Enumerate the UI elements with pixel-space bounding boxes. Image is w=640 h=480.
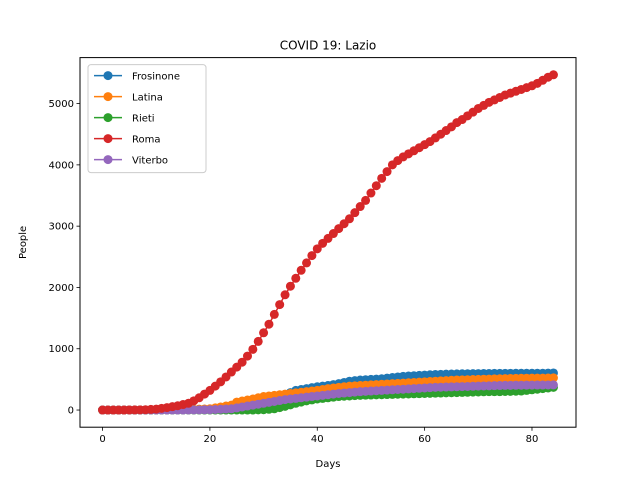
data-point [248,344,258,354]
y-tick-label: 1000 [49,344,74,355]
y-tick-label: 4000 [49,160,74,171]
legend-item: Viterbo [94,155,168,167]
data-point [237,357,247,367]
legend-item: Rieti [94,113,155,125]
x-tick-label: 40 [311,434,324,445]
data-point [280,290,290,300]
legend-marker [103,92,113,102]
chart-title: COVID 19: Lazio [280,39,377,53]
legend-label: Latina [132,93,163,104]
legend-item: Roma [94,134,161,146]
y-tick-label: 5000 [49,99,74,110]
data-point [355,202,365,212]
data-point [275,300,285,310]
data-point [242,351,252,361]
data-point [259,328,269,338]
data-point [291,273,301,283]
legend-label: Viterbo [132,156,168,167]
data-point [285,281,295,291]
data-point [312,244,322,254]
legend-item: Latina [94,92,163,104]
legend-item: Frosinone [94,71,180,83]
series-roma [98,70,558,415]
legend-marker [103,71,113,81]
data-point [548,380,558,390]
data-point [361,195,371,205]
x-tick-label: 60 [418,434,431,445]
data-point [296,265,306,275]
y-tick-label: 3000 [49,222,74,233]
series-layer [98,70,558,415]
legend-marker [103,134,113,144]
data-point [344,214,354,224]
axis-ticks: 0 20 40 60 80 0 1000 2000 3000 4000 5000 [49,99,539,445]
data-point [264,319,274,329]
legend-marker [103,113,113,123]
x-tick-label: 20 [204,434,217,445]
x-tick-label: 80 [526,434,539,445]
data-point [371,181,381,191]
legend-box [87,64,207,174]
legend: Frosinone Latina Rieti Roma Viterbo [87,64,207,174]
data-point [548,70,558,80]
data-point [548,373,558,383]
y-tick-label: 2000 [49,283,74,294]
legend-label: Rieti [132,114,155,125]
y-axis-label: People [18,226,29,259]
data-point [269,309,279,319]
data-point [382,167,392,177]
data-point [302,258,312,268]
legend-marker [103,155,113,165]
data-point [350,208,360,218]
x-axis-label: Days [316,459,341,470]
legend-label: Frosinone [132,72,180,83]
data-point [307,251,317,261]
data-point [366,188,376,198]
data-point [253,336,263,346]
x-tick-label: 0 [99,434,105,445]
y-tick-label: 0 [68,406,74,417]
legend-label: Roma [132,135,161,146]
data-point [377,173,387,183]
